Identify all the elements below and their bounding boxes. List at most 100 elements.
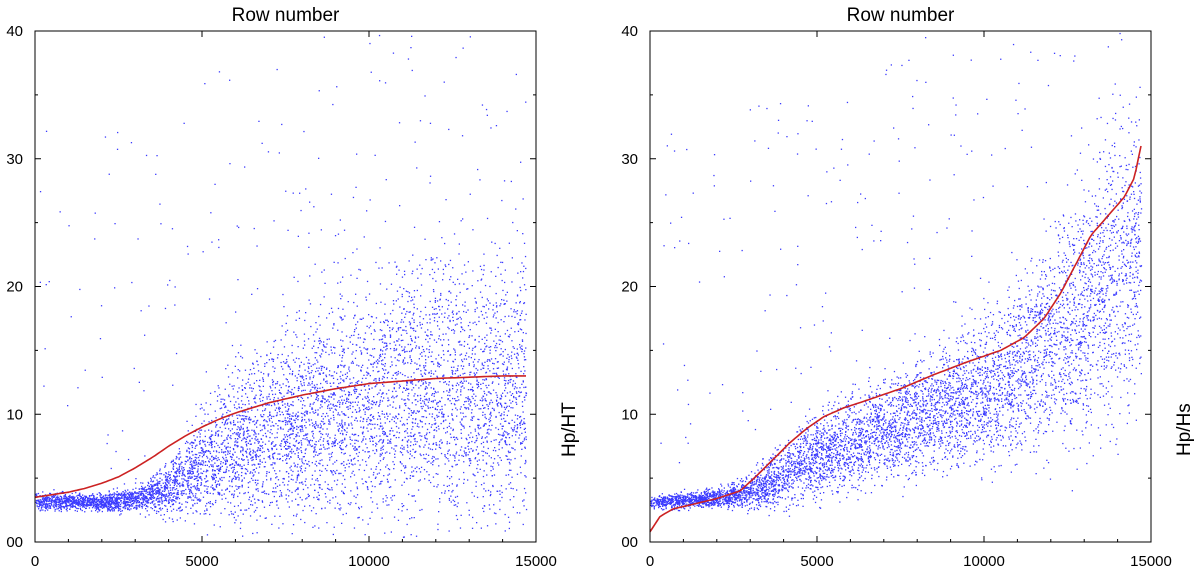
- scatter-point: [163, 490, 166, 492]
- scatter-point: [266, 421, 268, 423]
- scatter-point: [331, 407, 333, 409]
- scatter-point: [261, 485, 264, 487]
- scatter-point: [486, 432, 488, 434]
- scatter-point: [114, 287, 116, 289]
- scatter-point: [461, 419, 463, 421]
- scatter-point: [156, 473, 159, 475]
- scatter-point: [332, 103, 334, 106]
- scatter-point: [302, 456, 304, 458]
- scatter-point: [49, 507, 52, 509]
- scatter-point: [505, 373, 507, 375]
- scatter-point: [452, 436, 455, 438]
- scatter-point: [341, 403, 344, 405]
- scatter-point: [404, 273, 406, 276]
- scatter-point: [274, 463, 276, 465]
- scatter-point: [318, 337, 321, 339]
- scatter-point: [382, 375, 384, 378]
- scatter-point: [161, 494, 163, 496]
- scatter-point: [158, 500, 160, 502]
- scatter-point: [106, 506, 108, 508]
- scatter-point: [244, 404, 246, 406]
- scatter-point: [456, 295, 458, 297]
- scatter-point: [418, 445, 421, 447]
- scatter-point: [108, 491, 110, 493]
- scatter-point: [378, 483, 381, 485]
- scatter-point: [124, 492, 126, 494]
- scatter-point: [513, 311, 515, 313]
- scatter-point: [242, 535, 244, 537]
- scatter-point: [328, 453, 330, 455]
- scatter-point: [498, 442, 500, 444]
- scatter-point: [397, 370, 399, 373]
- scatter-point: [342, 432, 344, 435]
- scatter-point: [256, 409, 259, 411]
- scatter-point: [448, 530, 450, 532]
- scatter-point: [459, 408, 461, 410]
- scatter-point: [213, 440, 216, 443]
- scatter-point: [223, 493, 225, 495]
- scatter-point: [438, 411, 440, 414]
- scatter-point: [460, 437, 463, 439]
- scatter-point: [353, 448, 355, 450]
- scatter-point: [507, 353, 509, 356]
- scatter-point: [137, 504, 139, 507]
- scatter-point: [294, 375, 296, 377]
- scatter-point: [493, 474, 496, 476]
- scatter-point: [439, 309, 441, 311]
- scatter-point: [303, 400, 305, 402]
- scatter-point: [276, 68, 278, 71]
- scatter-point: [329, 421, 331, 423]
- scatter-point: [322, 464, 324, 467]
- scatter-point: [224, 427, 227, 429]
- scatter-point: [506, 414, 508, 417]
- scatter-point: [45, 284, 47, 286]
- scatter-point: [313, 451, 315, 453]
- scatter-point: [239, 415, 241, 417]
- scatter-point: [412, 299, 414, 301]
- scatter-point: [327, 433, 329, 435]
- scatter-point: [221, 451, 223, 453]
- scatter-point: [297, 455, 299, 457]
- scatter-point: [339, 375, 341, 378]
- scatter-point: [357, 337, 359, 339]
- scatter-point: [338, 472, 340, 475]
- scatter-point: [298, 386, 300, 388]
- scatter-point: [241, 389, 244, 391]
- scatter-point: [49, 492, 52, 495]
- scatter-point: [389, 420, 391, 423]
- scatter-point: [183, 469, 185, 471]
- scatter-point: [488, 359, 491, 361]
- scatter-point: [165, 498, 167, 500]
- scatter-point: [310, 484, 312, 486]
- scatter-point: [81, 509, 83, 512]
- scatter-point: [485, 417, 487, 420]
- scatter-point: [282, 361, 285, 363]
- scatter-point: [200, 429, 203, 431]
- scatter-point: [398, 327, 400, 329]
- scatter-point: [363, 469, 366, 472]
- scatter-point: [282, 368, 284, 370]
- scatter-point: [84, 495, 86, 497]
- scatter-point: [211, 470, 214, 472]
- scatter-point: [480, 408, 482, 410]
- scatter-point: [49, 506, 51, 508]
- scatter-point: [351, 463, 353, 465]
- scatter-point: [99, 509, 101, 511]
- scatter-point: [472, 449, 474, 451]
- scatter-point: [204, 83, 206, 85]
- scatter-point: [321, 349, 323, 351]
- scatter-point: [393, 387, 395, 389]
- scatter-point: [422, 383, 424, 385]
- scatter-point: [516, 418, 519, 420]
- scatter-point: [312, 507, 315, 509]
- scatter-point: [493, 458, 496, 460]
- scatter-point: [396, 322, 398, 324]
- scatter-point: [393, 434, 396, 437]
- scatter-point: [488, 346, 490, 348]
- scatter-point: [80, 508, 82, 511]
- scatter-point: [493, 409, 495, 412]
- scatter-point: [481, 314, 484, 316]
- scatter-point: [124, 489, 126, 492]
- scatter-point: [326, 367, 328, 369]
- scatter-point: [458, 310, 460, 313]
